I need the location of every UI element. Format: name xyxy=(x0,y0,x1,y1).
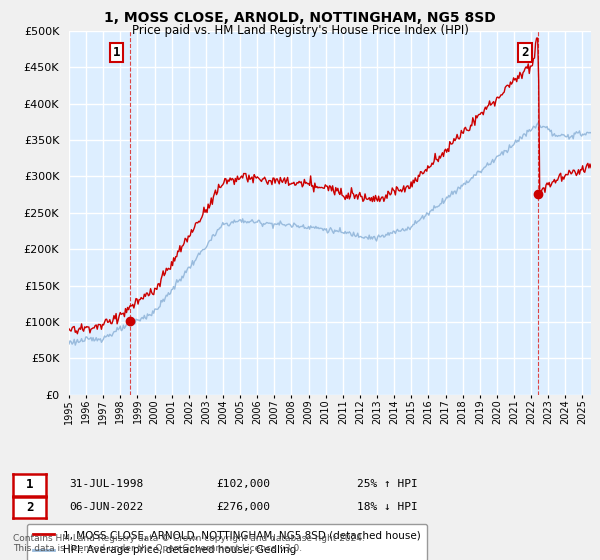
Text: 1: 1 xyxy=(113,46,121,59)
Text: Contains HM Land Registry data © Crown copyright and database right 2024.
This d: Contains HM Land Registry data © Crown c… xyxy=(13,534,365,553)
Text: 31-JUL-1998: 31-JUL-1998 xyxy=(69,479,143,489)
Text: 25% ↑ HPI: 25% ↑ HPI xyxy=(357,479,418,489)
Text: £102,000: £102,000 xyxy=(216,479,270,489)
Text: 1: 1 xyxy=(26,478,34,492)
Text: 2: 2 xyxy=(26,501,34,514)
Text: Price paid vs. HM Land Registry's House Price Index (HPI): Price paid vs. HM Land Registry's House … xyxy=(131,24,469,36)
Text: 06-JUN-2022: 06-JUN-2022 xyxy=(69,502,143,512)
Text: £276,000: £276,000 xyxy=(216,502,270,512)
Text: 18% ↓ HPI: 18% ↓ HPI xyxy=(357,502,418,512)
Legend: 1, MOSS CLOSE, ARNOLD, NOTTINGHAM, NG5 8SD (detached house), HPI: Average price,: 1, MOSS CLOSE, ARNOLD, NOTTINGHAM, NG5 8… xyxy=(27,524,427,560)
Text: 2: 2 xyxy=(521,46,529,59)
Text: 1, MOSS CLOSE, ARNOLD, NOTTINGHAM, NG5 8SD: 1, MOSS CLOSE, ARNOLD, NOTTINGHAM, NG5 8… xyxy=(104,11,496,25)
